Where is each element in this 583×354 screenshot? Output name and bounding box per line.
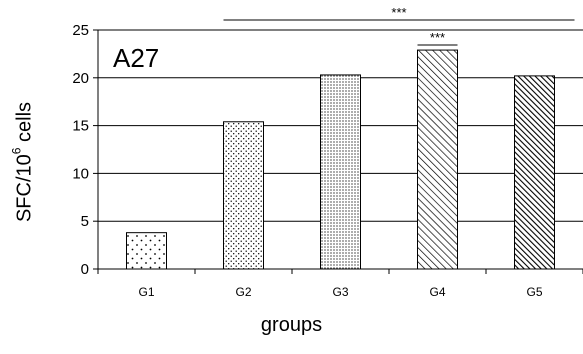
x-tick-labels: G1 G2 G3 G4 G5	[138, 285, 542, 299]
y-axis-label-container: SFC/106 cells	[6, 64, 42, 260]
y-tick-label-15: 15	[72, 118, 89, 135]
y-axis-label-suffix: cells	[13, 101, 36, 148]
significance-label-1: ***	[391, 5, 406, 20]
bar-g1	[126, 232, 167, 270]
x-axis-label: groups	[260, 314, 323, 336]
x-tick-label-g5: G5	[526, 285, 542, 299]
significance-annotations: *** ***	[223, 5, 575, 46]
y-axis-label-prefix: SFC/10	[13, 154, 36, 223]
y-axis-label-superscript: 6	[9, 147, 24, 155]
significance-label-2: ***	[430, 30, 445, 45]
y-tick-label-10: 10	[72, 165, 89, 182]
bar-g3	[320, 74, 361, 270]
x-tick-label-g1: G1	[138, 285, 154, 299]
bars	[126, 49, 555, 270]
y-axis-label: SFC/106 cells	[9, 101, 37, 223]
y-tick-label-5: 5	[81, 213, 89, 230]
panel-label: A27	[113, 43, 159, 73]
bar-g4	[417, 49, 458, 270]
axes	[93, 29, 583, 274]
y-tick-label-25: 25	[72, 22, 89, 39]
x-tick-label-g3: G3	[332, 285, 348, 299]
bar-g5	[514, 75, 555, 270]
y-tick-label-0: 0	[81, 261, 89, 278]
y-tick-label-20: 20	[72, 70, 89, 87]
x-tick-label-g4: G4	[429, 285, 445, 299]
x-tick-label-g2: G2	[235, 285, 251, 299]
bar-g2	[223, 121, 264, 270]
y-tick-labels: 0 5 10 15 20 25	[72, 22, 89, 278]
